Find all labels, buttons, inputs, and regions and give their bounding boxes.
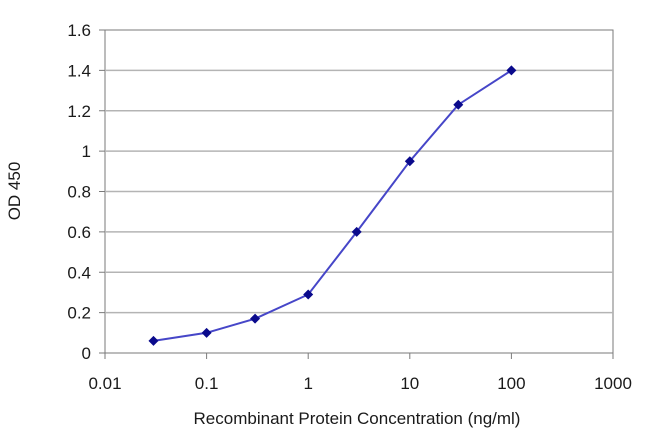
data-point-marker: [148, 335, 159, 346]
data-point-marker: [453, 99, 464, 110]
x-tick-label: 0.01: [88, 374, 121, 393]
y-tick-label: 1: [82, 142, 91, 161]
data-point-marker: [201, 327, 212, 338]
data-point-marker: [506, 65, 517, 76]
grid-lines: [105, 69, 613, 314]
data-point-marker: [303, 289, 314, 300]
series-layer: [148, 65, 517, 346]
x-tick-labels: 0.01 0.1 1 10 100 1000: [88, 374, 631, 393]
y-axis-label: OD 450: [5, 162, 24, 221]
data-point-marker: [250, 313, 261, 324]
y-tick-label: 0.8: [67, 183, 91, 202]
y-tick-label: 1.6: [67, 21, 91, 40]
y-tick-labels: 0 0.2 0.4 0.6 0.8 1 1.2 1.4 1.6: [67, 21, 91, 363]
x-tick-label: 10: [400, 374, 419, 393]
y-tick-label: 0.2: [67, 304, 91, 323]
x-tick-label: 0.1: [195, 374, 219, 393]
data-point-marker: [404, 156, 415, 167]
y-tick-label: 0.4: [67, 263, 91, 282]
x-tick-label: 100: [497, 374, 525, 393]
x-tick-label: 1000: [594, 374, 632, 393]
y-tick-label: 1.2: [67, 102, 91, 121]
axes: [99, 29, 614, 359]
y-tick-label: 0.6: [67, 223, 91, 242]
data-point-marker: [351, 226, 362, 237]
series-line: [153, 69, 512, 342]
y-tick-label: 0: [82, 344, 91, 363]
x-tick-label: 1: [303, 374, 312, 393]
y-tick-label: 1.4: [67, 61, 91, 80]
x-axis-label: Recombinant Protein Concentration (ng/ml…: [194, 409, 521, 428]
